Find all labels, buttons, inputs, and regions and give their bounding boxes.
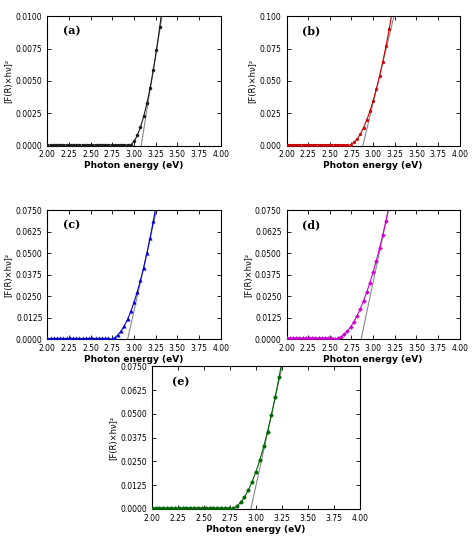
X-axis label: Photon energy (eV): Photon energy (eV) <box>323 161 423 171</box>
Text: (d): (d) <box>301 219 320 230</box>
X-axis label: Photon energy (eV): Photon energy (eV) <box>206 525 306 534</box>
X-axis label: Photon energy (eV): Photon energy (eV) <box>84 161 184 171</box>
Text: (c): (c) <box>63 219 80 230</box>
Text: (a): (a) <box>63 26 81 37</box>
X-axis label: Photon energy (eV): Photon energy (eV) <box>323 355 423 364</box>
Text: (e): (e) <box>172 376 190 387</box>
Y-axis label: [F(R)×hν]²: [F(R)×hν]² <box>244 253 253 296</box>
Y-axis label: [F(R)×hν]²: [F(R)×hν]² <box>5 59 14 103</box>
Y-axis label: [F(R)×hν]²: [F(R)×hν]² <box>249 59 258 103</box>
Y-axis label: [F(R)×hν]²: [F(R)×hν]² <box>5 253 14 296</box>
X-axis label: Photon energy (eV): Photon energy (eV) <box>84 355 184 364</box>
Y-axis label: [F(R)×hν]²: [F(R)×hν]² <box>109 416 118 459</box>
Text: (b): (b) <box>301 26 320 37</box>
